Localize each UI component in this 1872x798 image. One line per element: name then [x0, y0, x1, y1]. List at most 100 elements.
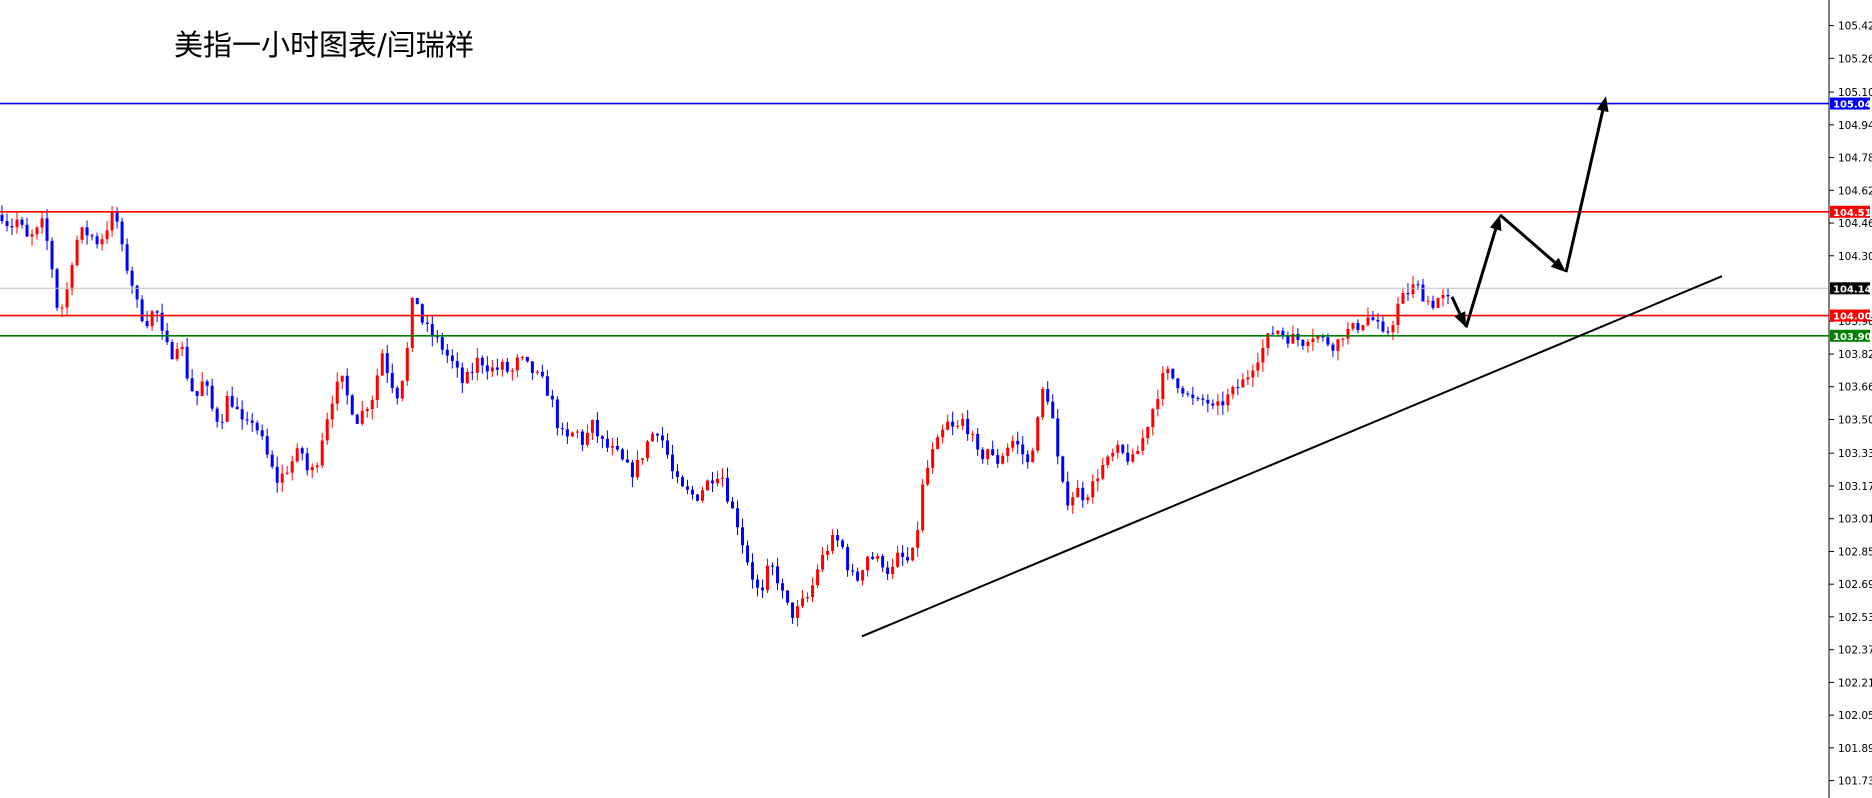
candle-body	[866, 556, 870, 571]
candle-body	[1431, 300, 1435, 308]
candle-body	[125, 244, 129, 271]
candle-body	[130, 270, 134, 286]
candle-body	[570, 432, 574, 437]
candle-body	[1026, 454, 1030, 463]
candle-body	[1296, 333, 1300, 341]
y-tick-label: 102.215	[1838, 677, 1872, 689]
candle-body	[1186, 393, 1190, 395]
price-level-badge	[1830, 282, 1870, 295]
candle-body	[1271, 333, 1275, 335]
candle-body	[140, 299, 144, 322]
projection-arrow-shaft	[1450, 296, 1462, 315]
candle-body	[951, 421, 955, 427]
candle-body	[465, 371, 469, 384]
y-tick-label: 102.375	[1838, 645, 1872, 657]
candle-body	[1051, 401, 1055, 419]
candle-body	[876, 556, 880, 559]
candle-body	[1426, 300, 1430, 302]
candle-body	[10, 226, 14, 228]
candle-body	[310, 467, 314, 471]
y-tick-label: 104.620	[1838, 185, 1872, 197]
candle-body	[40, 218, 44, 228]
candle-body	[645, 441, 649, 459]
candle-body	[1001, 455, 1005, 464]
candle-body	[1266, 333, 1270, 348]
projection-arrow-shaft	[1499, 213, 1556, 264]
candle-body	[45, 218, 49, 241]
candle-body	[1386, 331, 1390, 333]
candle-body	[971, 433, 975, 435]
candle-body	[921, 484, 925, 531]
candle-body	[1086, 497, 1090, 501]
candle-body	[1411, 284, 1415, 295]
candle-body	[1321, 336, 1325, 338]
candle-body	[796, 606, 800, 618]
y-tick-label: 105.425	[1838, 21, 1872, 33]
candle-body	[786, 590, 790, 603]
candle-body	[485, 365, 489, 372]
candle-body	[180, 346, 184, 350]
candle-body	[475, 357, 479, 373]
candle-body	[991, 449, 995, 456]
candle-body	[600, 436, 604, 439]
candle-body	[195, 391, 199, 396]
candle-body	[1396, 303, 1400, 326]
candle-body	[1311, 338, 1315, 342]
candle-body	[375, 375, 379, 401]
candle-body	[365, 409, 369, 411]
candle-body	[1351, 323, 1355, 329]
candle-body	[580, 431, 584, 445]
candle-body	[761, 587, 765, 591]
candle-body	[585, 432, 589, 445]
candle-body	[1231, 387, 1235, 395]
projection-arrow-head	[1489, 214, 1502, 231]
candle-body	[1226, 394, 1230, 406]
candle-body	[841, 540, 845, 548]
candle-body	[1331, 344, 1335, 351]
candle-body	[1111, 452, 1115, 457]
candle-body	[1121, 444, 1125, 453]
candle-body	[455, 361, 459, 368]
candle-body	[1116, 444, 1120, 453]
candle-body	[535, 371, 539, 373]
candle-body	[911, 547, 915, 561]
candle-body	[1006, 447, 1010, 456]
projection-arrow-head	[1454, 311, 1466, 328]
candle-body	[90, 235, 94, 237]
support-trendline	[861, 275, 1723, 638]
candle-body	[1356, 323, 1360, 331]
candle-body	[1056, 418, 1060, 457]
candle-body	[1246, 377, 1250, 380]
candle-body	[956, 425, 960, 427]
candle-body	[851, 570, 855, 572]
candle-body	[415, 297, 419, 305]
candle-body	[430, 323, 434, 337]
candle-body	[1421, 284, 1425, 302]
candle-body	[230, 395, 234, 407]
y-tick-label: 103.335	[1838, 448, 1872, 460]
candle-body	[1136, 450, 1140, 455]
price-level-badge	[1830, 309, 1870, 322]
candle-body	[941, 429, 945, 438]
candle-body	[1401, 292, 1405, 304]
chart-title: 美指一小时图表/闫瑞祥	[174, 28, 474, 62]
candle-body	[340, 375, 344, 382]
candle-body	[190, 378, 194, 392]
candle-body	[175, 349, 179, 360]
candle-body	[545, 376, 549, 396]
candle-body	[1326, 337, 1330, 345]
candle-body	[110, 212, 114, 231]
candle-body	[95, 236, 99, 245]
candle-body	[705, 480, 709, 491]
price-level-label: 104.515	[1833, 208, 1872, 219]
candle-body	[35, 227, 39, 235]
projection-arrows	[1450, 96, 1609, 328]
candle-body	[1336, 339, 1340, 351]
candle-body	[1441, 294, 1445, 299]
candle-body	[986, 449, 990, 460]
candle-body	[420, 304, 424, 323]
candle-body	[1256, 362, 1260, 371]
candle-body	[1106, 456, 1110, 465]
candle-body	[1371, 317, 1375, 320]
candle-body	[881, 556, 885, 568]
